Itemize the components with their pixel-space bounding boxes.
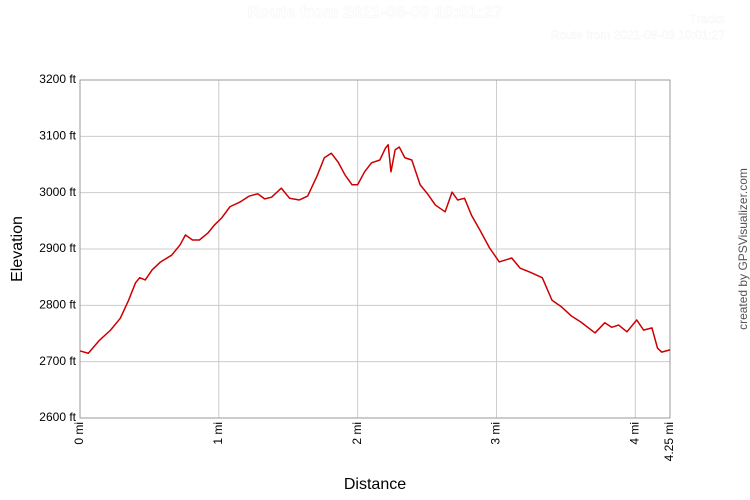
- x-tick-label: 3 mi: [489, 422, 503, 445]
- chart-title: Route from 2021-08-09 10:01:27: [247, 2, 502, 21]
- y-tick-label: 2800 ft: [39, 298, 76, 312]
- legend-title: Tracks: [689, 12, 725, 26]
- y-axis-label: Elevation: [9, 216, 26, 282]
- y-tick-label: 3200 ft: [39, 72, 76, 86]
- credit: created by GPSVisualizer.com: [736, 168, 750, 330]
- plot-border: [79, 79, 671, 419]
- x-tick-label: 1 mi: [211, 422, 225, 445]
- y-tick-label: 2900 ft: [39, 241, 76, 255]
- y-tick-label: 2700 ft: [39, 354, 76, 368]
- x-tick-label: 2 mi: [350, 422, 364, 445]
- x-tick-label: 4.25 mi: [662, 422, 676, 461]
- elevation-line: [79, 144, 671, 354]
- y-tick-label: 3100 ft: [39, 129, 76, 143]
- x-tick-label: 4 mi: [627, 422, 641, 445]
- x-axis-label: Distance: [344, 476, 406, 493]
- legend-entry: Route from 2021-08-09 10:01:27: [551, 28, 725, 42]
- x-tick-label: 0 mi: [72, 422, 86, 445]
- y-tick-label: 2600 ft: [39, 410, 76, 424]
- y-tick-label: 3000 ft: [39, 185, 76, 199]
